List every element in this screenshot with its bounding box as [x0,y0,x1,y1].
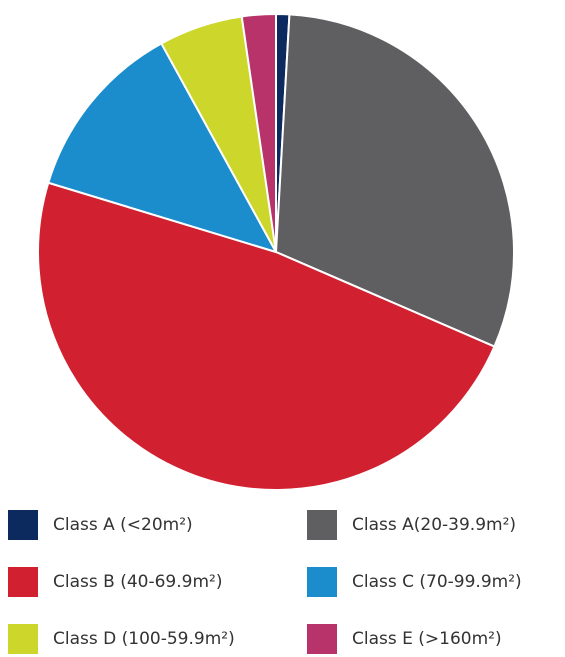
legend-swatch [307,567,337,597]
legend-label: Class A (<20m²) [53,515,193,535]
legend-swatch [307,624,337,654]
legend-label: Class C (70-99.9m²) [352,572,522,592]
legend-label: Class D (100-59.9m²) [53,629,235,649]
pie-slice [274,13,515,348]
legend-label: Class E (>160m²) [352,629,502,649]
legend-label: Class B (40-69.9m²) [53,572,222,592]
legend-swatch [8,624,38,654]
legend-label: Class A(20-39.9m²) [352,515,516,535]
pie-slice [37,181,496,491]
legend-swatch [8,567,38,597]
pie-slice [47,42,279,254]
pie-slice [240,12,277,253]
legend-swatch [307,510,337,540]
legend-swatch [8,510,38,540]
